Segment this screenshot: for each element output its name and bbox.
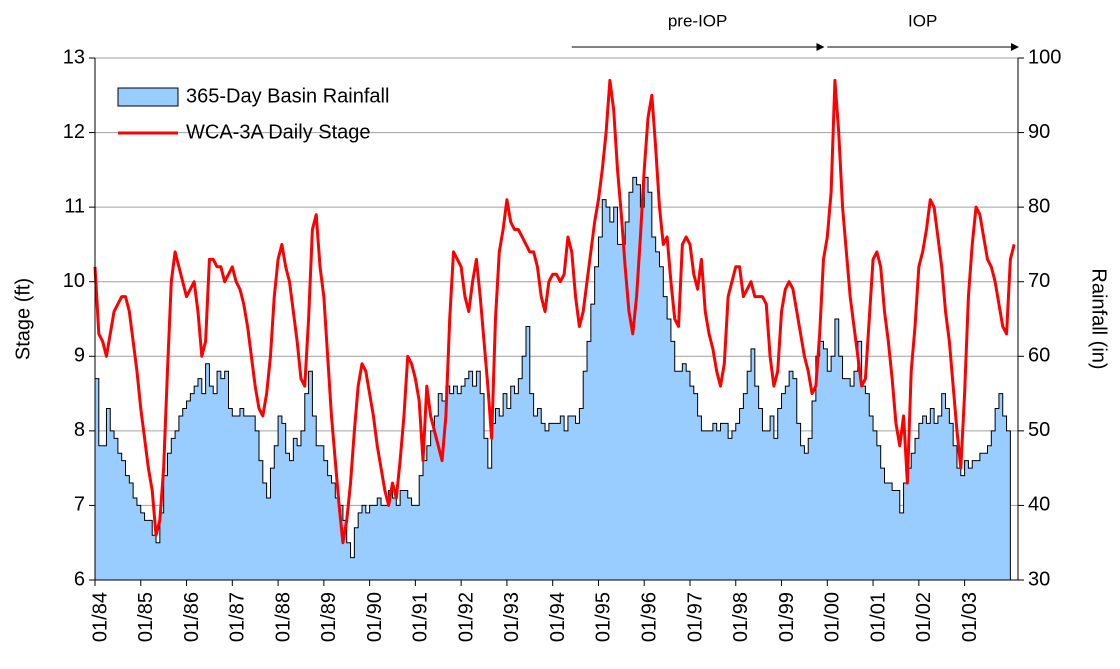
y-tick-label: 11 (64, 195, 85, 217)
legend-label: WCA-3A Daily Stage (186, 121, 371, 143)
y2-tick-label: 30 (1028, 568, 1050, 590)
x-tick-label: 01/84 (89, 592, 111, 642)
y2-tick-label: 60 (1028, 345, 1050, 367)
x-tick-label: 01/89 (318, 592, 340, 642)
x-tick-label: 01/95 (593, 592, 615, 642)
x-tick-label: 01/03 (959, 592, 981, 642)
x-tick-label: 01/94 (547, 592, 569, 642)
line (93, 78, 1016, 545)
x-tick-label: 01/96 (639, 592, 661, 642)
period-label: IOP (908, 11, 937, 30)
y-tick-label: 7 (74, 494, 85, 516)
x-tick-label: 01/97 (684, 592, 706, 642)
period-label: pre-IOP (668, 11, 728, 30)
x-tick-label: 01/86 (181, 592, 203, 642)
x-tick-label: 01/00 (822, 592, 844, 642)
y2-tick-label: 90 (1028, 121, 1050, 143)
y-tick-label: 6 (74, 568, 85, 590)
area (94, 176, 1011, 581)
y2-tick-label: 50 (1028, 419, 1050, 441)
y2-tick-label: 40 (1028, 494, 1050, 516)
y-tick-label: 13 (63, 46, 85, 68)
x-tick-label: 01/91 (410, 592, 432, 642)
y2-axis-title: Rainfall (in) (1088, 268, 1110, 369)
y-tick-label: 9 (74, 345, 85, 367)
x-tick-label: 01/85 (135, 592, 157, 642)
y-tick-label: 8 (74, 419, 85, 441)
y2-tick-label: 70 (1028, 270, 1050, 292)
y2-tick-label: 100 (1028, 46, 1061, 68)
y2-tick-label: 80 (1028, 195, 1050, 217)
x-tick-label: 01/90 (364, 592, 386, 642)
x-tick-label: 01/93 (501, 592, 523, 642)
x-tick-label: 01/98 (730, 592, 752, 642)
y-tick-label: 12 (63, 121, 85, 143)
x-tick-label: 01/99 (776, 592, 798, 642)
x-tick-label: 01/92 (455, 592, 477, 642)
x-tick-label: 01/02 (913, 592, 935, 642)
y-axis-title: Stage (ft) (12, 278, 34, 360)
x-tick-label: 01/88 (272, 592, 294, 642)
x-tick-label: 01/01 (867, 592, 889, 642)
y-tick-label: 10 (63, 270, 85, 292)
x-tick-label: 01/87 (227, 592, 249, 642)
legend-label: 365-Day Basin Rainfall (186, 85, 389, 107)
legend-swatch (117, 87, 179, 107)
